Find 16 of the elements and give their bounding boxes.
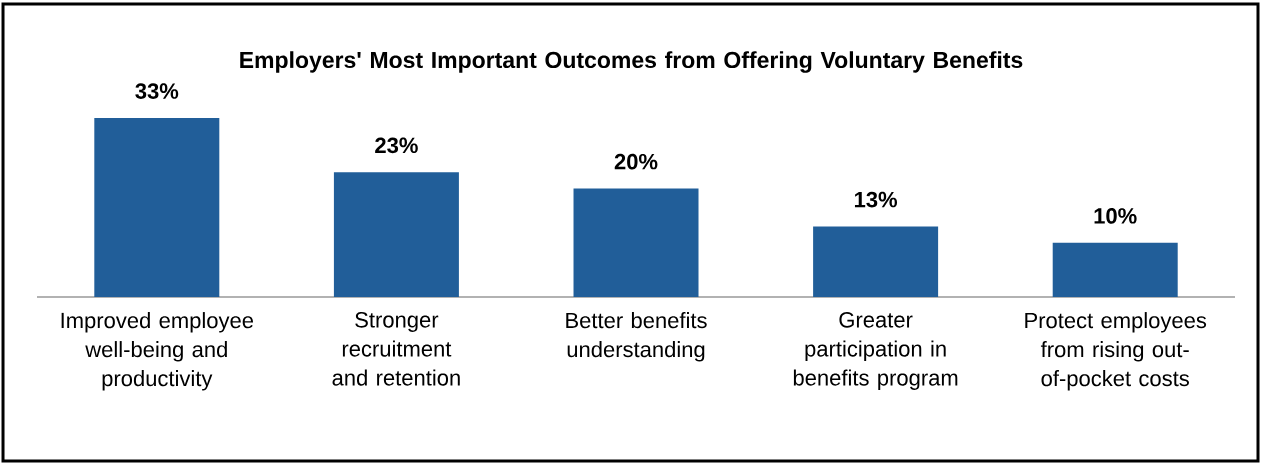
bar	[333, 172, 459, 297]
x-tick-label: Better benefits understanding	[566, 312, 707, 362]
chart-title: Employers' Most Important Outcomes from Offering Voluntary Benefits	[240, 51, 1023, 73]
bar	[573, 188, 699, 297]
data-label: 20%	[614, 153, 658, 170]
x-tick-label: Stronger recruitment and retention	[332, 312, 460, 386]
data-label: 13%	[854, 191, 898, 208]
data-label: 23%	[375, 137, 418, 154]
data-label: 10%	[1094, 208, 1137, 224]
x-tick-label: Improved employee well-being and productivity	[61, 312, 254, 391]
bar	[1052, 242, 1178, 297]
bar	[94, 117, 220, 297]
x-tick-label: Protect employees from rising out-of-pocket costs	[1025, 312, 1207, 391]
x-tick-label: Greater participation in benefits program	[793, 312, 958, 390]
data-label: 33%	[135, 83, 179, 99]
bar	[813, 226, 939, 297]
